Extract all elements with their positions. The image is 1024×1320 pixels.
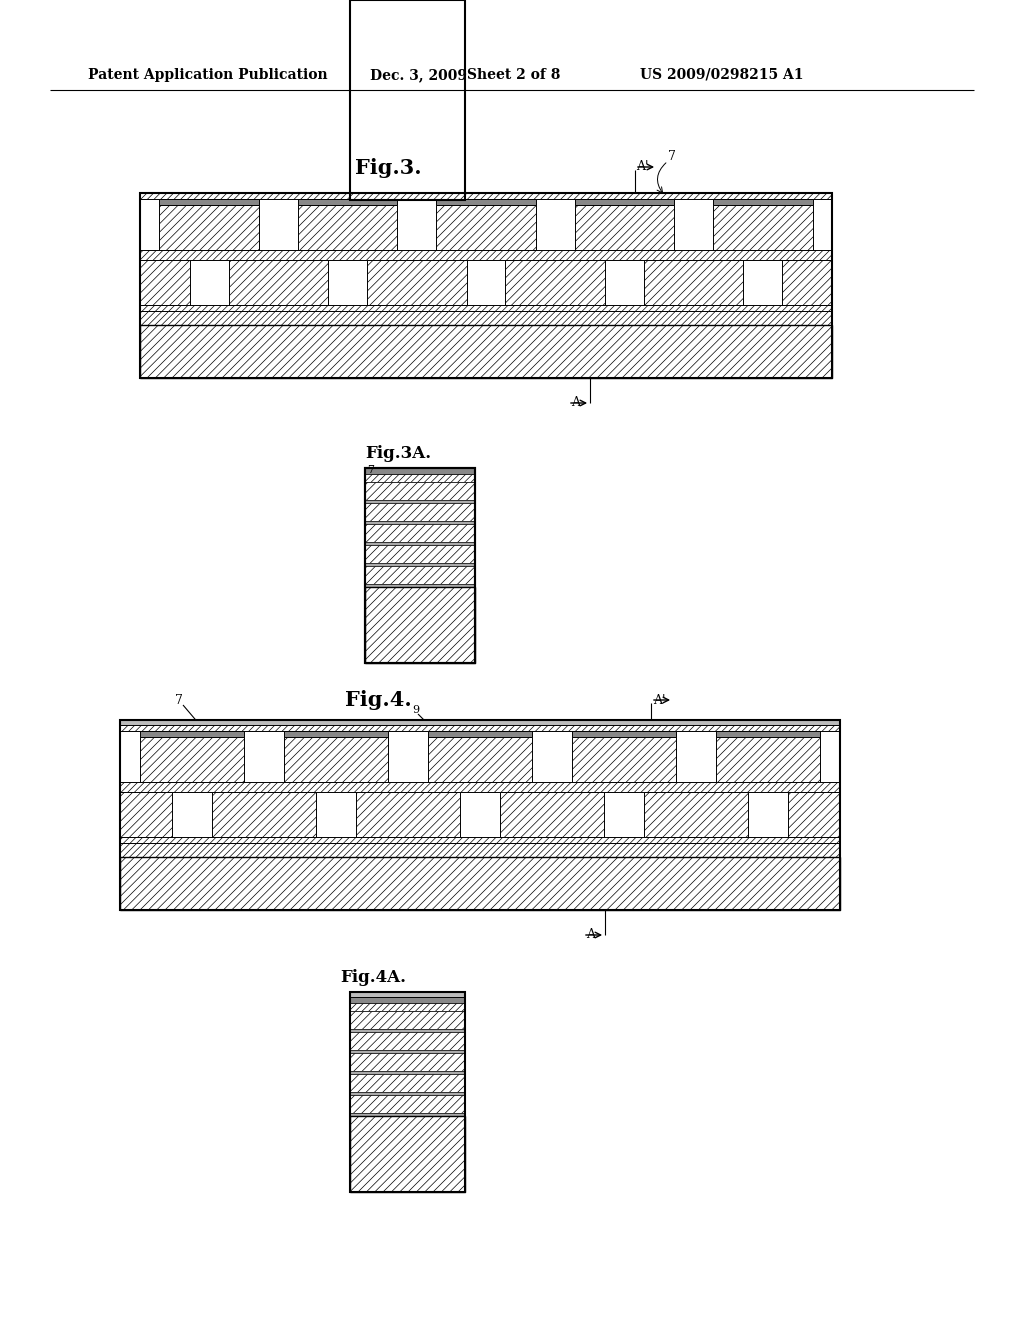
Bar [365,566,475,583]
Bar [285,731,388,737]
Text: 7: 7 [367,465,374,475]
Bar [350,1071,465,1074]
Bar [140,249,831,260]
Bar [140,193,831,325]
Bar [298,199,397,205]
Bar [350,1092,465,1096]
Bar [713,199,813,205]
Bar [788,792,840,837]
Bar [365,583,475,587]
Bar [120,857,840,909]
Bar [160,199,259,205]
Bar [365,521,475,524]
Bar [436,199,536,205]
Bar [298,205,397,249]
Text: A': A' [653,693,666,706]
Bar [350,1115,465,1192]
Bar [716,731,820,737]
Bar [120,719,840,725]
Bar [350,0,465,201]
Bar [350,997,465,1003]
Bar [140,731,244,737]
Bar [365,469,475,663]
Text: US 2009/0298215 A1: US 2009/0298215 A1 [640,69,804,82]
Bar [350,1074,465,1092]
Text: 9: 9 [412,705,419,715]
Bar [350,1030,465,1032]
Bar [500,792,604,837]
Text: Fig.4.: Fig.4. [345,690,412,710]
Bar [782,260,831,305]
Bar [350,1049,465,1053]
Bar [574,205,674,249]
Bar [120,725,840,731]
Text: Patent Application Publication: Patent Application Publication [88,69,328,82]
Text: Fig.3A.: Fig.3A. [365,445,431,462]
Text: 7: 7 [175,693,183,706]
Bar [350,1011,465,1030]
Bar [572,731,676,737]
Text: A: A [571,396,580,409]
Bar [350,1113,465,1115]
Bar [120,837,840,843]
Bar [428,737,531,781]
Bar [140,325,831,378]
Bar [506,260,605,305]
Bar [644,792,748,837]
Bar [120,792,172,837]
Bar [365,474,475,482]
Bar [120,725,840,857]
Bar [365,469,475,474]
Bar [365,500,475,503]
Bar [574,199,674,205]
Bar [350,1096,465,1113]
Text: A': A' [636,161,648,173]
Bar [365,543,475,545]
Text: A: A [586,928,595,941]
Bar [160,205,259,249]
Bar [350,993,465,997]
Bar [120,781,840,792]
Bar [365,524,475,543]
Bar [436,205,536,249]
Bar [120,719,840,909]
Bar [120,843,840,857]
Text: Fig.3.: Fig.3. [355,158,422,178]
Text: Fig.4A.: Fig.4A. [340,969,406,986]
Bar [365,545,475,564]
Bar [428,731,531,737]
Text: 7: 7 [668,150,676,164]
Bar [365,469,475,663]
Bar [228,260,329,305]
Bar [350,1053,465,1071]
Bar [140,193,831,199]
Bar [350,993,465,1192]
Text: Sheet 2 of 8: Sheet 2 of 8 [467,69,560,82]
Bar [350,1003,465,1011]
Bar [367,260,467,305]
Bar [140,737,244,781]
Bar [140,312,831,325]
Bar [713,205,813,249]
Bar [716,737,820,781]
Bar [350,1032,465,1049]
Bar [572,737,676,781]
Bar [356,792,460,837]
Bar [365,564,475,566]
Bar [285,737,388,781]
Bar [140,305,831,312]
Bar [365,482,475,500]
Text: Dec. 3, 2009: Dec. 3, 2009 [370,69,467,82]
Bar [140,260,189,305]
Bar [365,587,475,663]
Bar [212,792,315,837]
Bar [140,193,831,378]
Bar [365,503,475,521]
Bar [644,260,743,305]
